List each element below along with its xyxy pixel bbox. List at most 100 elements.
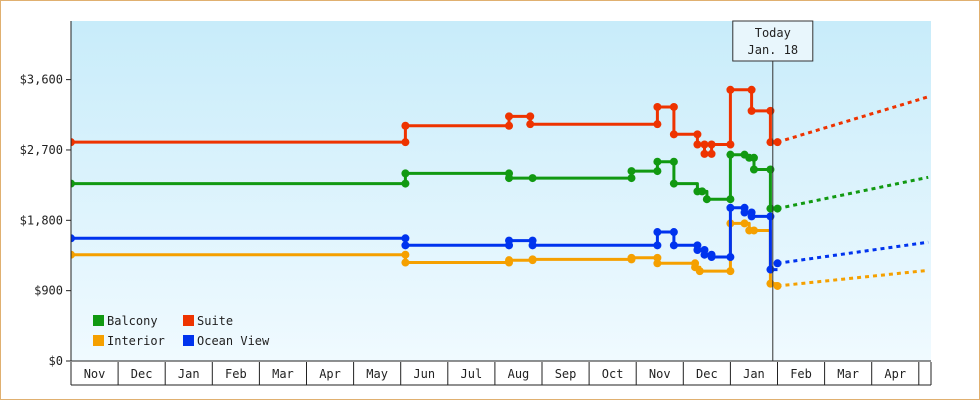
y-tick-label: $0 xyxy=(49,354,63,368)
data-point xyxy=(401,121,410,130)
month-label: Apr xyxy=(319,367,341,381)
legend-item-balcony: Balcony xyxy=(93,314,158,328)
data-point xyxy=(401,241,410,250)
month-label: Mar xyxy=(837,367,859,381)
data-point xyxy=(726,253,735,262)
data-point xyxy=(505,236,514,245)
data-point xyxy=(528,241,537,250)
legend-label: Interior xyxy=(107,334,165,348)
data-point xyxy=(528,255,537,264)
month-label: Feb xyxy=(790,367,812,381)
data-point xyxy=(707,149,716,158)
y-tick-label: $1,800 xyxy=(20,213,63,227)
series-suite xyxy=(71,85,929,158)
data-point xyxy=(653,120,662,129)
data-point xyxy=(401,234,410,243)
data-point xyxy=(698,187,707,196)
y-tick-label: $3,600 xyxy=(20,73,63,87)
month-label: Jun xyxy=(413,367,435,381)
data-point xyxy=(669,157,678,166)
data-point xyxy=(747,212,756,221)
data-point xyxy=(71,250,75,259)
today-label: Today xyxy=(755,26,791,40)
series-balcony xyxy=(71,150,929,213)
data-point xyxy=(505,112,514,121)
data-point xyxy=(401,250,410,259)
data-point xyxy=(526,112,535,121)
data-point xyxy=(71,179,75,188)
plot-background xyxy=(71,21,931,361)
data-point xyxy=(726,267,735,276)
legend-item-suite: Suite xyxy=(183,314,233,328)
legend-swatch xyxy=(93,315,104,326)
data-point xyxy=(505,174,514,183)
data-point xyxy=(669,102,678,111)
month-label: Feb xyxy=(225,367,247,381)
data-point xyxy=(740,208,749,217)
legend-label: Balcony xyxy=(107,314,158,328)
data-point xyxy=(693,246,702,255)
data-point xyxy=(653,102,662,111)
data-point xyxy=(627,167,636,176)
data-point xyxy=(700,250,709,259)
data-point xyxy=(653,259,662,268)
data-point xyxy=(726,203,735,212)
series-layer xyxy=(71,85,929,290)
data-point xyxy=(726,150,735,159)
series-interior xyxy=(71,219,929,290)
data-point xyxy=(653,167,662,176)
data-point xyxy=(749,153,758,162)
data-point xyxy=(669,228,678,237)
month-label: Sep xyxy=(555,367,577,381)
data-point xyxy=(747,106,756,115)
data-point xyxy=(693,130,702,139)
month-label: Jan xyxy=(743,367,765,381)
month-label: Mar xyxy=(272,367,294,381)
data-point xyxy=(773,204,782,213)
data-point xyxy=(401,138,410,147)
series-ocean-view xyxy=(71,203,929,274)
data-point xyxy=(528,174,537,183)
data-point xyxy=(740,219,749,228)
data-point xyxy=(669,130,678,139)
month-label: Oct xyxy=(602,367,624,381)
data-point xyxy=(627,174,636,183)
data-point xyxy=(505,121,514,130)
legend-swatch xyxy=(183,335,194,346)
data-point xyxy=(695,267,704,276)
data-point xyxy=(707,253,716,262)
data-point xyxy=(505,256,514,265)
month-label: Jul xyxy=(461,367,483,381)
legend-item-ocean-view: Ocean View xyxy=(183,334,270,348)
y-tick-label: $2,700 xyxy=(20,143,63,157)
axes-layer: $0 $900 $1,800 $2,700 $3,600 Nov Dec Jan Feb Mar A… xyxy=(20,21,932,386)
today-box xyxy=(732,20,814,62)
y-tick-label: $900 xyxy=(34,284,63,298)
data-point xyxy=(747,85,756,94)
data-point xyxy=(700,149,709,158)
legend-swatch xyxy=(93,335,104,346)
data-point xyxy=(726,195,735,204)
data-point xyxy=(693,140,702,149)
data-point xyxy=(653,241,662,250)
data-point xyxy=(726,140,735,149)
data-point xyxy=(702,195,711,204)
data-point xyxy=(726,85,735,94)
data-point xyxy=(401,258,410,267)
data-point xyxy=(669,179,678,188)
data-point xyxy=(401,179,410,188)
data-point xyxy=(71,138,75,147)
legend-item-interior: Interior xyxy=(93,334,165,348)
data-point xyxy=(707,140,716,149)
month-label: Dec xyxy=(696,367,718,381)
today-marker: Today Jan. 18 xyxy=(732,20,814,361)
forecast-line xyxy=(777,175,929,211)
data-point xyxy=(71,234,75,243)
forecast-line xyxy=(777,95,929,144)
data-point xyxy=(749,226,758,235)
data-point xyxy=(669,241,678,250)
month-label: Apr xyxy=(884,367,906,381)
forecast-line xyxy=(777,240,929,265)
month-label: Jan xyxy=(178,367,200,381)
